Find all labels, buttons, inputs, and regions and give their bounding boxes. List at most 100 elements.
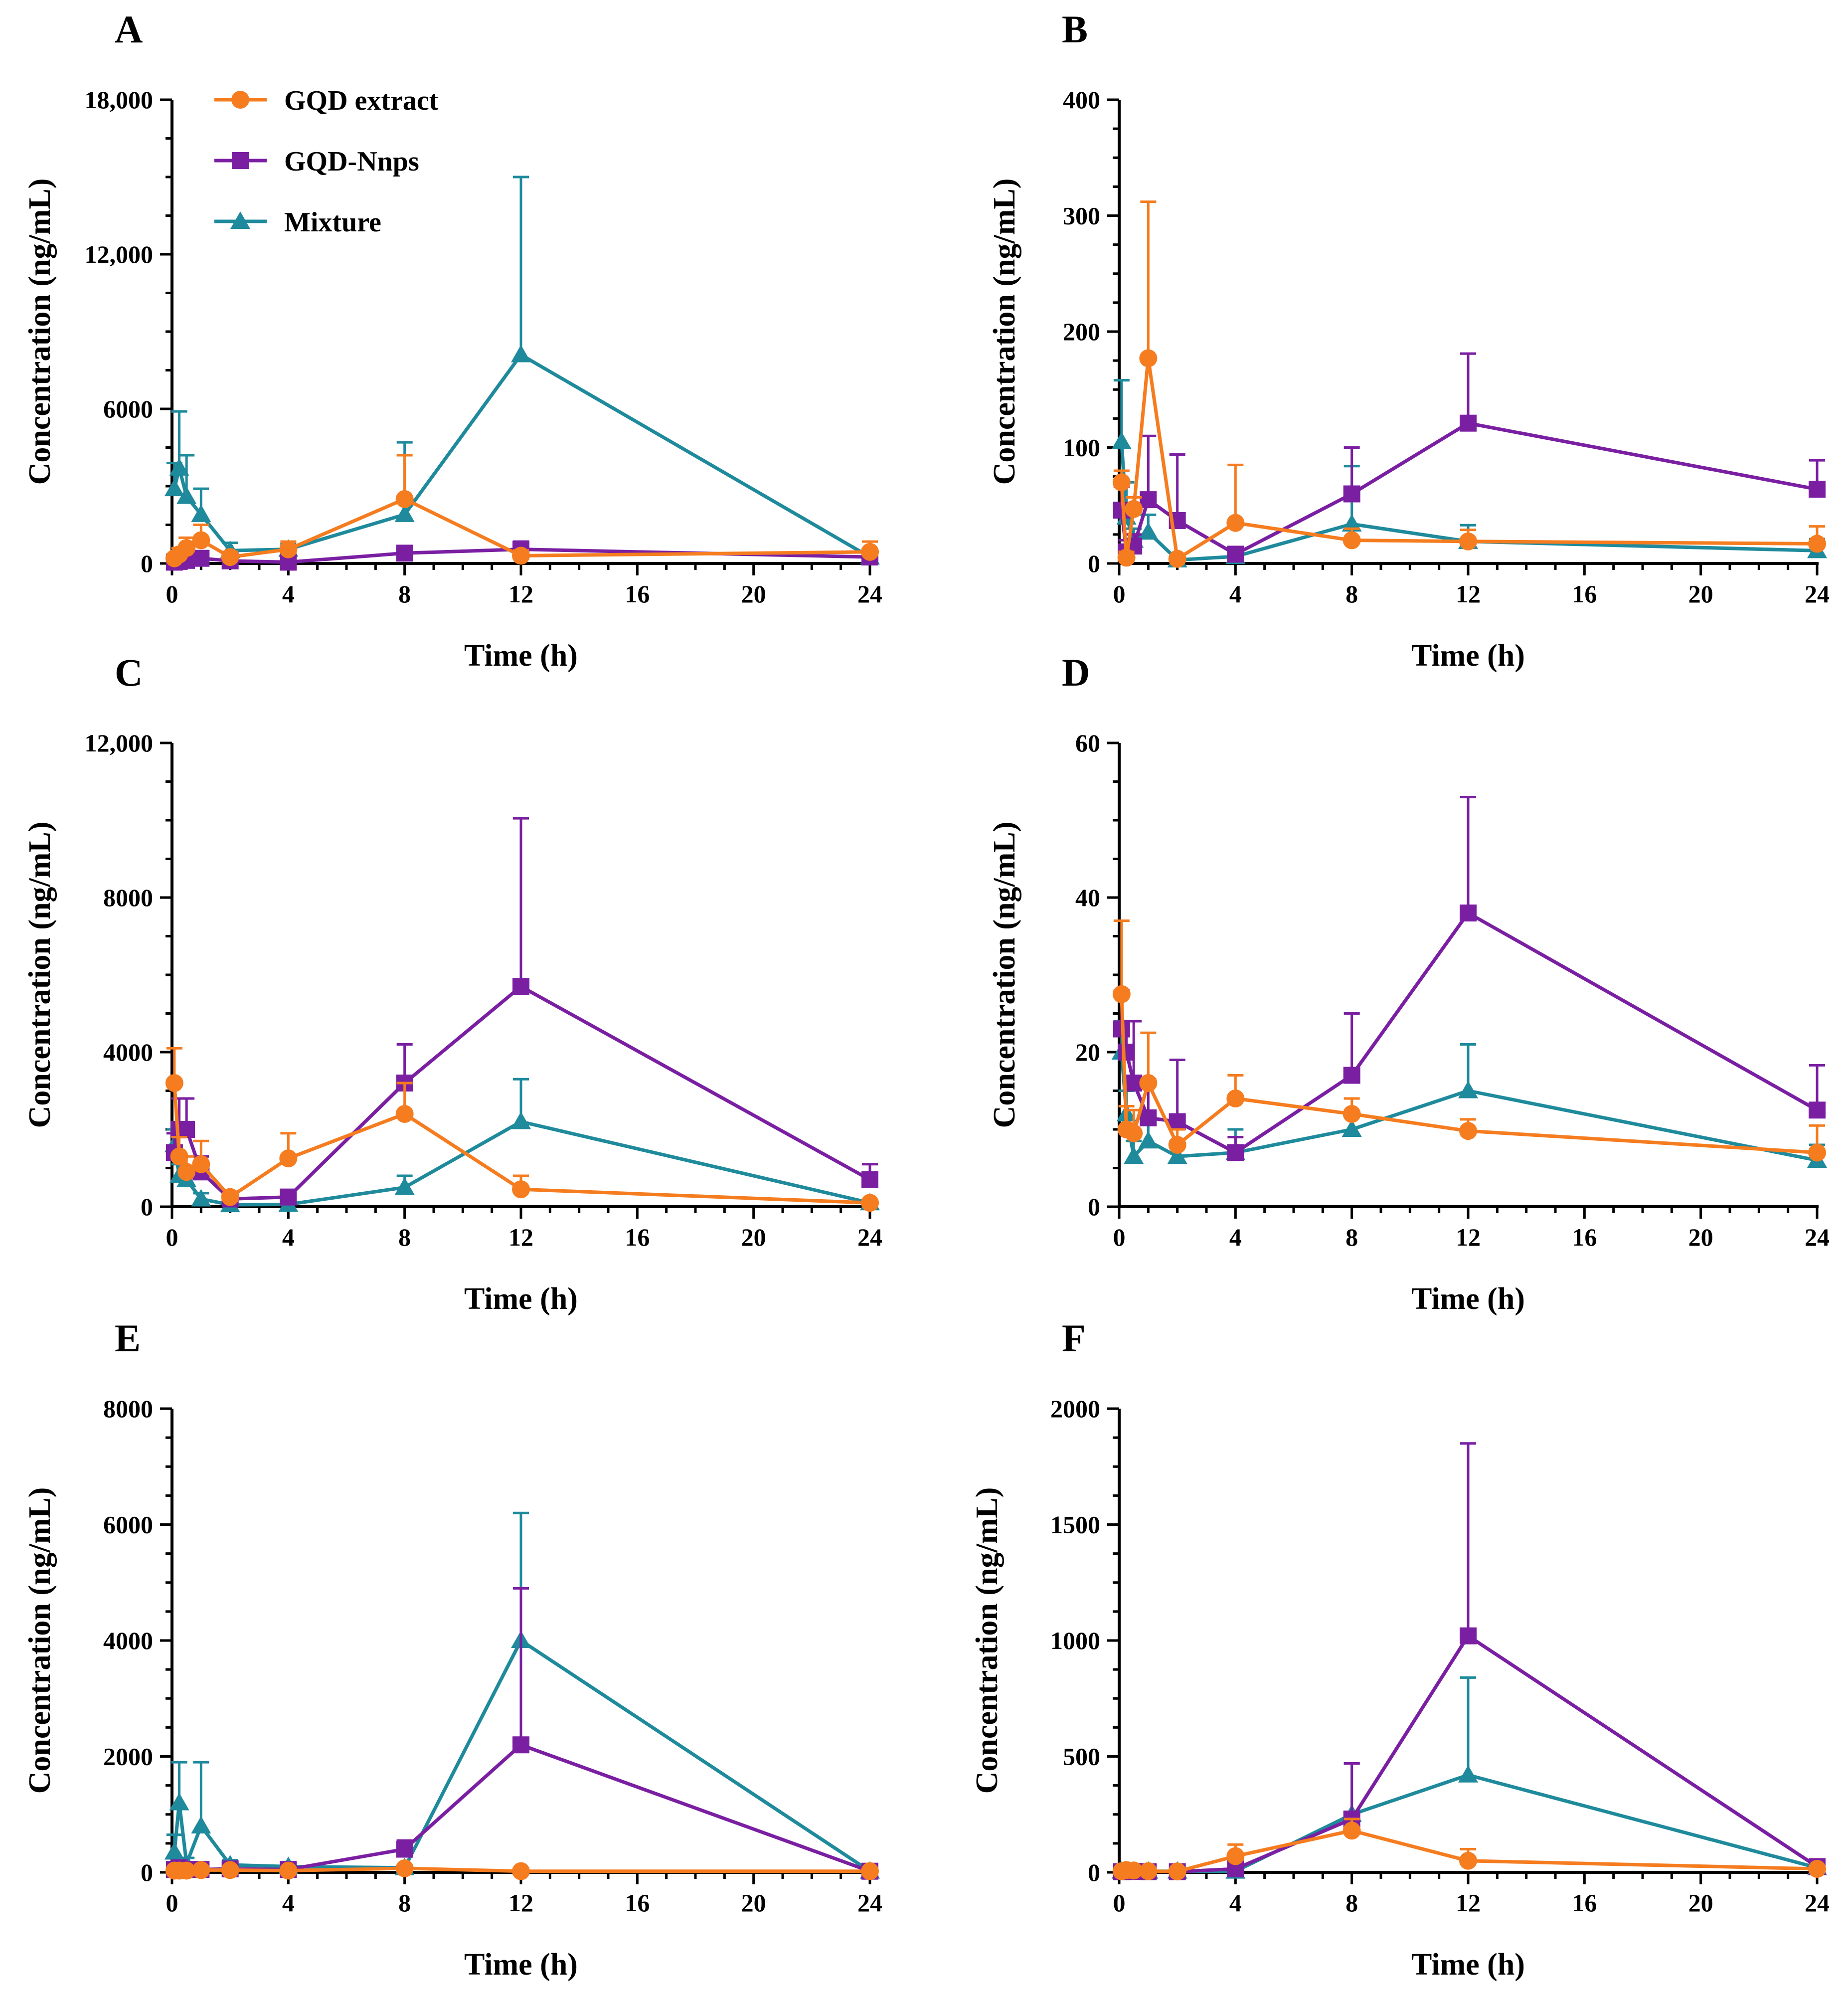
y-tick-label: 1000 [1050,1627,1100,1654]
y-axis-title: Concentration (ng/mL) [23,179,57,485]
x-tick-label: 16 [625,580,650,608]
data-point-square [1343,485,1360,503]
y-axis-title: Concentration (ng/mL) [23,822,57,1128]
data-point-triangle [169,458,189,476]
y-tick-label: 400 [1063,86,1100,114]
data-point-square [1169,1113,1186,1130]
data-point-square [1460,1627,1477,1644]
y-tick-label: 0 [1088,549,1100,577]
data-point-circle [1808,1143,1826,1162]
data-point-square [280,1188,297,1206]
y-tick-label: 12,000 [85,729,154,757]
data-point-circle [1459,532,1477,550]
y-tick-label: 200 [1063,318,1100,346]
series-gqd-nnps [1113,1442,1826,1880]
x-tick-label: 20 [1688,1223,1713,1251]
x-axis-title: Time (h) [464,1282,578,1316]
data-point-circle [1226,514,1245,532]
plot-area: 0 4 8 12 16 20 24 0 20 40 60 [1075,729,1830,1251]
y-tick-label: 2000 [103,1743,153,1771]
x-tick-label: 16 [1572,1223,1597,1251]
data-point-triangle [1458,1081,1478,1098]
y-axis-title: Concentration (ng/mL) [988,822,1021,1128]
data-point-circle [1139,1862,1158,1880]
panel-letter: A [115,7,143,51]
x-tick-label: 16 [625,1223,650,1251]
x-tick-label: 0 [1113,1223,1126,1251]
x-tick-label: 20 [1688,580,1713,608]
plot-area: 0 4 8 12 16 20 24 0 2000 4000 6000 8000 [103,1395,882,1917]
series-mixture [164,176,880,565]
data-point-circle [1139,1074,1158,1092]
data-point-square [1227,1144,1244,1161]
data-point-square [1140,1109,1157,1126]
data-point-triangle [191,1189,211,1207]
y-tick-label: 4000 [103,1627,153,1654]
data-point-triangle [1124,1146,1144,1164]
data-point-square [512,978,529,995]
data-point-circle [279,1149,298,1168]
legend-label-gqd-extract: GQD extract [284,85,439,116]
y-tick-label: 40 [1075,884,1100,912]
x-tick-label: 24 [857,1889,882,1917]
data-point-circle [1168,1136,1186,1154]
y-tick-label: 500 [1063,1743,1100,1771]
y-tick-label: 100 [1063,434,1100,462]
x-axis-title: Time (h) [464,639,578,673]
data-point-square [1809,481,1826,498]
y-tick-label: 0 [1088,1858,1100,1886]
x-tick-label: 8 [1345,580,1358,608]
y-tick-label: 0 [1088,1193,1100,1221]
panel-f: F 0 4 8 12 16 20 24 0 500 1000 1500 2000 Time (h) C… [970,1316,1830,1982]
data-point-triangle [164,1842,184,1860]
data-point-square [1460,414,1477,432]
data-point-triangle [394,504,415,522]
data-point-circle [1112,473,1131,492]
y-tick-label: 0 [141,1193,153,1221]
x-tick-label: 0 [166,1889,178,1917]
data-point-circle [512,547,530,565]
x-tick-label: 24 [857,580,882,608]
data-point-circle [279,540,298,558]
x-tick-label: 8 [1345,1223,1358,1251]
series-gqd-extract [165,454,879,567]
data-point-triangle [511,1111,531,1129]
y-tick-label: 12,000 [85,240,154,268]
x-tick-label: 4 [282,1889,295,1917]
data-point-square [1460,905,1477,921]
panel-letter: E [115,1316,141,1360]
y-tick-label: 8000 [103,1395,153,1423]
x-tick-label: 0 [166,1223,178,1251]
data-point-triangle [394,1177,415,1195]
plot-area: 0 4 8 12 16 20 24 0 500 1000 1500 2000 [1050,1395,1830,1917]
data-point-circle [395,490,414,508]
data-point-triangle [1138,522,1159,540]
x-tick-label: 24 [1805,580,1830,608]
y-tick-label: 0 [141,549,153,577]
data-point-triangle [169,1793,189,1811]
x-tick-label: 12 [508,580,533,608]
data-point-circle [1459,1851,1477,1870]
panel-d: D 0 4 8 12 16 20 24 0 20 40 60 Time (h) Concentrat… [988,651,1830,1316]
data-point-square [178,1121,195,1138]
data-point-circle [1125,1124,1143,1142]
x-axis-title: Time (h) [464,1948,578,1982]
data-point-circle [177,1163,196,1181]
data-point-triangle [176,486,197,504]
y-axis-title: Concentration (ng/mL) [988,179,1021,485]
data-point-square [1809,1101,1826,1119]
data-point-triangle [1342,1119,1362,1137]
x-axis-title: Time (h) [1411,1282,1525,1316]
legend-item-gqd-extract: GQD extract [214,85,439,116]
legend-label-gqd-nnps: GQD-Nnps [284,146,419,177]
legend-marker-circle [231,91,249,109]
data-point-square [1118,1044,1135,1061]
panel-c: C 0 4 8 12 16 20 24 0 4000 8000 12,000 Time (h) Co… [23,651,882,1316]
x-tick-label: 4 [1229,1223,1242,1251]
y-tick-label: 4000 [103,1038,153,1066]
data-point-circle [1168,1862,1186,1881]
data-point-circle [1226,1847,1245,1865]
y-tick-label: 60 [1075,729,1100,757]
data-point-circle [1168,549,1186,568]
data-point-circle [1125,500,1143,518]
